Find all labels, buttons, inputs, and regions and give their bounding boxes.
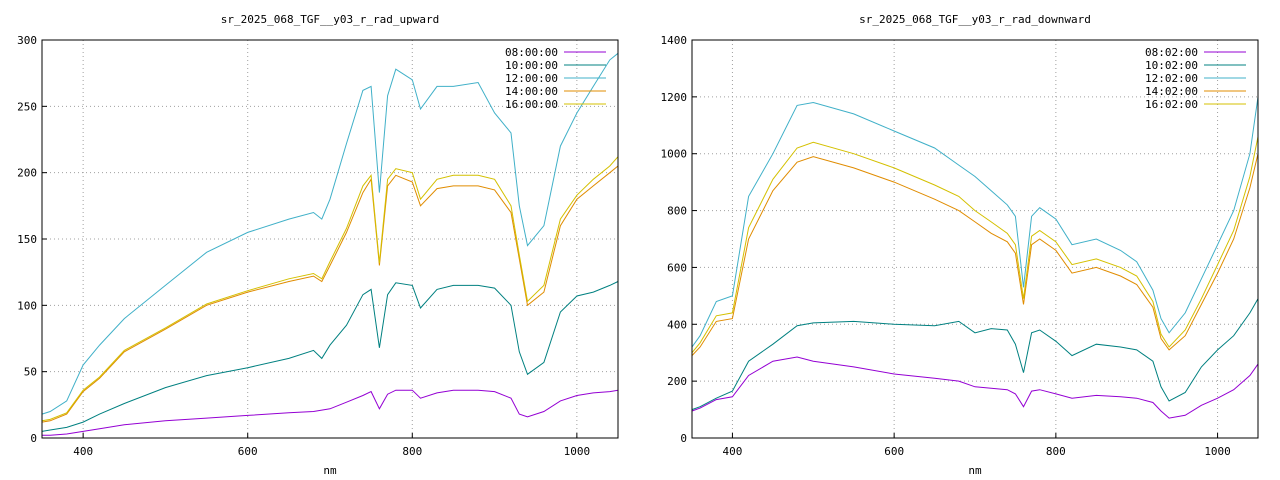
legend-entry: 14:00:00 bbox=[505, 85, 558, 98]
series-line-100000 bbox=[41, 281, 619, 432]
y-tick-label: 300 bbox=[17, 34, 37, 47]
series-line-140000 bbox=[41, 165, 619, 423]
legend-entry: 10:00:00 bbox=[505, 59, 558, 72]
x-tick-label: 1000 bbox=[564, 445, 591, 458]
legend-entry: 16:02:00 bbox=[1145, 98, 1198, 111]
y-tick-label: 400 bbox=[667, 318, 687, 331]
series-line-120200 bbox=[691, 96, 1259, 348]
legend-entry: 14:02:00 bbox=[1145, 85, 1198, 98]
series-line-100200 bbox=[691, 298, 1259, 411]
y-tick-label: 200 bbox=[667, 375, 687, 388]
series-line-080200 bbox=[691, 356, 1259, 419]
x-tick-label: 800 bbox=[1046, 445, 1066, 458]
x-tick-label: 600 bbox=[238, 445, 258, 458]
legend-entry: 08:00:00 bbox=[505, 46, 558, 59]
y-tick-label: 200 bbox=[17, 167, 37, 180]
x-tick-label: 800 bbox=[402, 445, 422, 458]
y-tick-label: 150 bbox=[17, 233, 37, 246]
y-tick-label: 1400 bbox=[661, 34, 688, 47]
y-tick-label: 1000 bbox=[661, 148, 688, 161]
y-tick-label: 50 bbox=[24, 366, 37, 379]
plot-frame bbox=[691, 39, 1259, 439]
legend-entry: 08:02:00 bbox=[1145, 46, 1198, 59]
series-line-160200 bbox=[691, 136, 1259, 354]
y-tick-label: 600 bbox=[667, 261, 687, 274]
x-tick-label: 1000 bbox=[1204, 445, 1231, 458]
chart-title: sr_2025_068_TGF__y03_r_rad_upward bbox=[221, 13, 440, 26]
legend-entry: 12:02:00 bbox=[1145, 72, 1198, 85]
plot-frame bbox=[41, 39, 619, 439]
series-line-120000 bbox=[41, 52, 619, 415]
chart-upward: sr_2025_068_TGF__y03_r_rad_upward 400 600 8… bbox=[17, 13, 619, 477]
legend-entry: 10:02:00 bbox=[1145, 59, 1198, 72]
legend-entry: 16:00:00 bbox=[505, 98, 558, 111]
x-tick-label: 600 bbox=[884, 445, 904, 458]
chart-downward: sr_2025_068_TGF__y03_r_rad_downward 400 60… bbox=[661, 13, 1259, 477]
x-tick-label: 400 bbox=[73, 445, 93, 458]
y-tick-label: 100 bbox=[17, 299, 37, 312]
legend-entry: 12:00:00 bbox=[505, 72, 558, 85]
chart-title: sr_2025_068_TGF__y03_r_rad_downward bbox=[859, 13, 1091, 26]
x-tick-label: 400 bbox=[722, 445, 742, 458]
y-tick-label: 250 bbox=[17, 100, 37, 113]
x-axis-label: nm bbox=[323, 464, 337, 477]
x-axis-label: nm bbox=[968, 464, 982, 477]
y-tick-label: 0 bbox=[680, 432, 687, 445]
series-line-140200 bbox=[691, 153, 1259, 356]
series-line-080000 bbox=[42, 389, 619, 436]
series-line-160000 bbox=[41, 156, 619, 422]
y-tick-label: 0 bbox=[30, 432, 37, 445]
y-tick-label: 1200 bbox=[661, 91, 688, 104]
y-tick-label: 800 bbox=[667, 205, 687, 218]
